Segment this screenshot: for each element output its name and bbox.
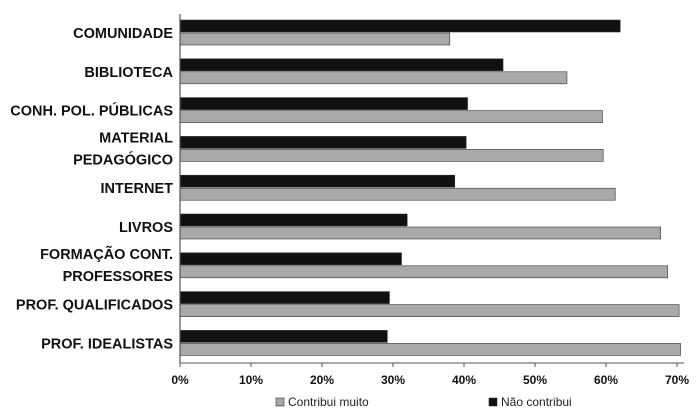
legend-label-1: Não contribui xyxy=(501,395,572,409)
legend-swatch-1 xyxy=(488,397,498,407)
bar-nao-contribui-6 xyxy=(179,252,402,266)
category-label-3-line1: PEDAGÓGICO xyxy=(73,150,173,168)
category-label-0: COMUNIDADE xyxy=(73,26,173,42)
x-tick-label-0: 0% xyxy=(171,373,189,387)
bar-contribui-muito-0 xyxy=(179,32,451,46)
bar-nao-contribui-4 xyxy=(179,174,456,188)
x-tick-label-4: 40% xyxy=(452,373,476,387)
x-tick-label-2: 20% xyxy=(310,373,334,387)
category-label-2: CONH. POL. PÚBLICAS xyxy=(10,102,173,120)
x-ticks: 0% 10% 20% 30% 40% 50% 60% 70% xyxy=(171,363,689,387)
category-label-5: LIVROS xyxy=(119,220,173,236)
bar-nao-contribui-5 xyxy=(179,213,408,227)
bar-contribui-muito-1 xyxy=(179,71,568,85)
category-label-4: INTERNET xyxy=(101,181,174,197)
x-tick-label-6: 60% xyxy=(594,373,618,387)
bar-nao-contribui-1 xyxy=(179,58,504,72)
bar-contribui-muito-5 xyxy=(179,226,661,240)
bars-group xyxy=(179,19,681,356)
x-tick-label-7: 70% xyxy=(665,373,689,387)
category-label-3-line0: MATERIAL xyxy=(99,130,173,146)
x-tick-label-1: 10% xyxy=(239,373,263,387)
category-labels: COMUNIDADE BIBLIOTECA CONH. POL. PÚBLICAS M… xyxy=(10,26,173,352)
category-label-8: PROF. IDEALISTAS xyxy=(41,336,173,352)
x-tick-label-3: 30% xyxy=(381,373,405,387)
bar-nao-contribui-0 xyxy=(179,19,621,33)
category-label-6-line0: FORMAÇÃO CONT. xyxy=(40,245,173,263)
legend-label-0: Contribui muito xyxy=(288,395,369,409)
bar-contribui-muito-2 xyxy=(179,110,603,123)
category-label-1: BIBLIOTECA xyxy=(84,65,173,81)
bar-contribui-muito-8 xyxy=(179,343,681,356)
bar-nao-contribui-8 xyxy=(179,330,388,343)
category-label-7: PROF. QUALIFICADOS xyxy=(16,298,173,314)
bar-contribui-muito-7 xyxy=(179,304,680,317)
category-label-6-line1: PROFESSORES xyxy=(63,269,174,285)
legend: Contribui muito Não contribui xyxy=(275,395,572,409)
x-tick-label-5: 50% xyxy=(523,373,547,387)
bar-nao-contribui-7 xyxy=(179,291,390,304)
bar-nao-contribui-2 xyxy=(179,97,468,110)
bar-contribui-muito-6 xyxy=(179,265,669,279)
bar-contribui-muito-3 xyxy=(179,149,604,162)
bar-nao-contribui-3 xyxy=(179,136,467,149)
legend-swatch-0 xyxy=(275,397,285,407)
bar-contribui-muito-4 xyxy=(179,187,616,201)
